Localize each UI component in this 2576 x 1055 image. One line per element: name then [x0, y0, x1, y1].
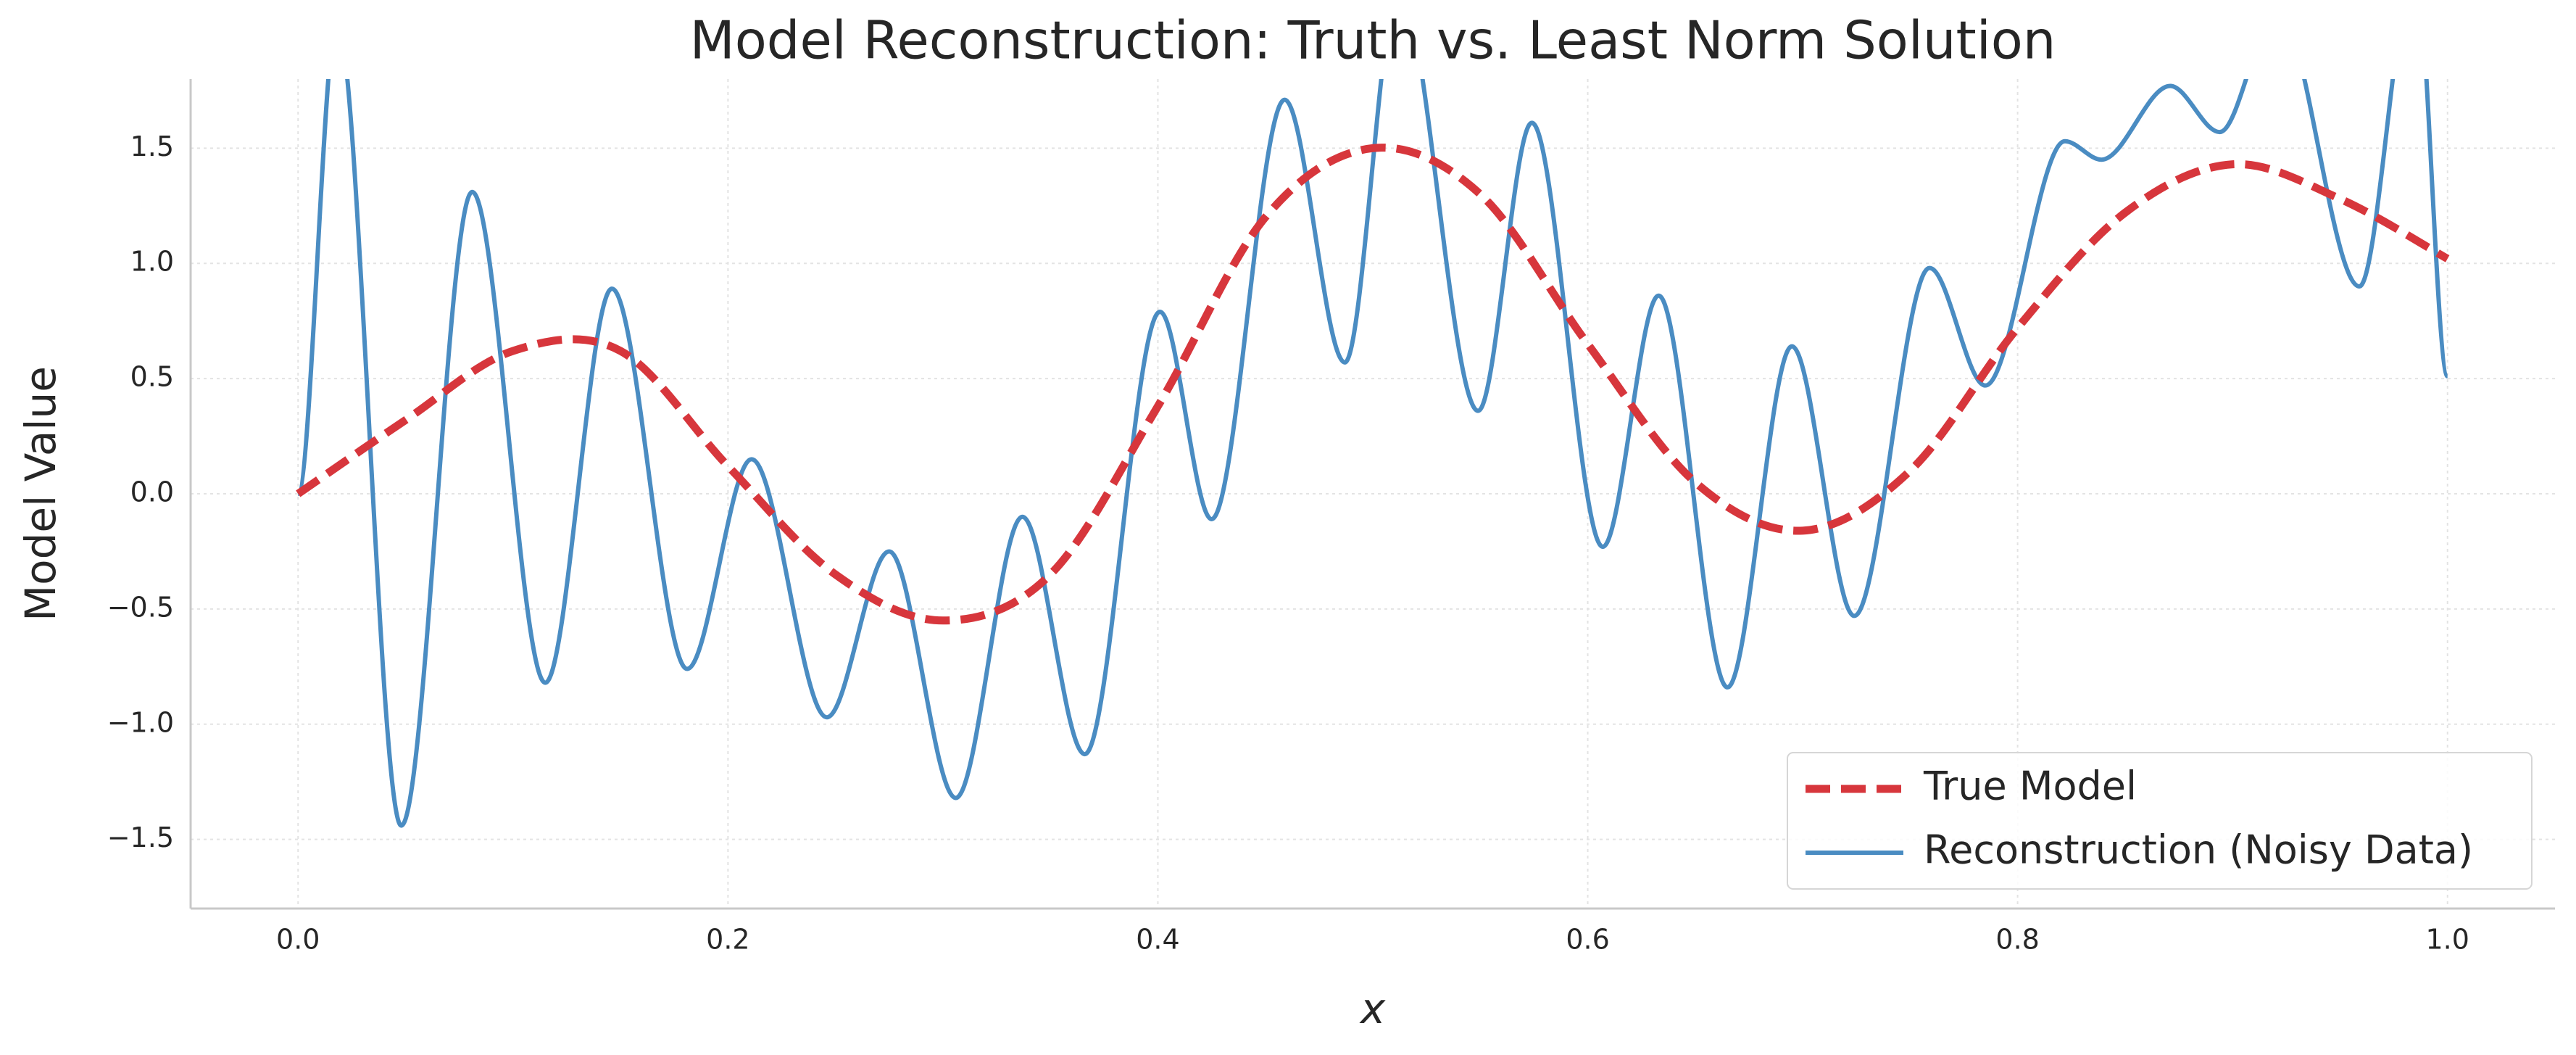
legend-label: Reconstruction (Noisy Data) — [1924, 827, 2473, 873]
y-tick-label: −1.0 — [107, 706, 174, 738]
legend-label: True Model — [1923, 764, 2137, 809]
legend-box — [1787, 752, 2533, 890]
chart-title: Model Reconstruction: Truth vs. Least No… — [690, 10, 2056, 71]
x-tick-label: 0.4 — [1136, 924, 1179, 956]
y-tick-label: −0.5 — [107, 591, 174, 623]
y-axis-label: Model Value — [16, 366, 65, 621]
y-tick-label: −1.5 — [107, 822, 174, 853]
x-tick-label: 0.2 — [706, 924, 749, 956]
x-tick-label: 0.0 — [276, 924, 320, 956]
y-tick-label: 1.0 — [130, 246, 174, 278]
plot-area — [296, 79, 2450, 828]
series-line — [296, 79, 2450, 828]
y-tick-label: 0.5 — [130, 361, 174, 393]
y-tick-label: 1.5 — [130, 131, 174, 162]
x-axis-label: x — [1359, 984, 1386, 1033]
legend: True Model Reconstruction (Noisy Data) — [1787, 752, 2533, 890]
x-tick-label: 0.6 — [1566, 924, 1609, 956]
x-tick-label: 0.8 — [1995, 924, 2039, 956]
y-tick-label: 0.0 — [130, 476, 174, 508]
x-tick-label: 1.0 — [2426, 924, 2469, 956]
series-line — [296, 144, 2450, 625]
